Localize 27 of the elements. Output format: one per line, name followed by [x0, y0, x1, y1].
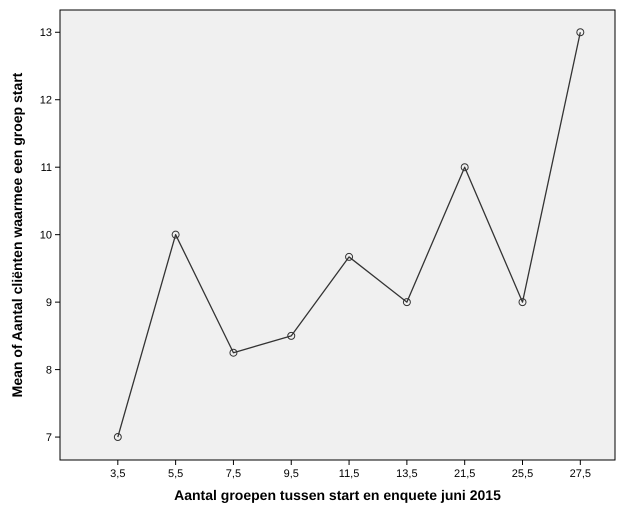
point [287, 332, 296, 340]
y-axis-title: Mean of Aantal cliënten waarmee een groep start [9, 72, 25, 398]
point [345, 252, 354, 261]
y-tick-label: 8 [46, 364, 52, 376]
x-axis-title: Aantal groepen tussen start en enquete juni 2015 [174, 487, 502, 503]
point [576, 28, 584, 36]
y-tick-label: 7 [46, 432, 52, 444]
point [114, 433, 122, 442]
x-tick-label: 9,5 [284, 468, 299, 480]
y-tick-label: 13 [40, 27, 52, 40]
y-tick-label: 11 [40, 162, 52, 174]
x-tick-label: 21,5 [454, 468, 476, 480]
y-tick-label: 9 [46, 296, 52, 309]
x-tick-label: 11,5 [338, 468, 360, 480]
x-tick-label: 25,5 [512, 468, 534, 480]
y-tick-label: 10 [40, 230, 52, 242]
x-tick-label: 27,5 [570, 468, 592, 480]
point [518, 298, 526, 306]
point [229, 348, 238, 357]
x-tick-label: 13,5 [396, 468, 418, 480]
y-tick-label: 12 [40, 94, 52, 107]
point [460, 163, 469, 172]
point [172, 230, 180, 239]
x-tick-label: 7,5 [226, 468, 242, 480]
x-tick-label: 3,5 [110, 468, 126, 480]
point [402, 298, 411, 306]
x-tick-label: 5,5 [168, 468, 184, 480]
